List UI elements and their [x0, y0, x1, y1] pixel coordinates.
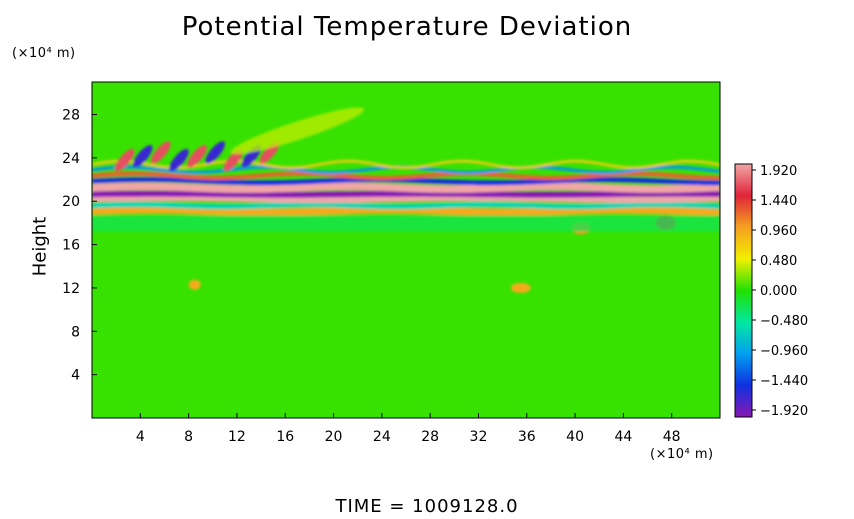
- x-tick-label: 12: [228, 429, 246, 445]
- field-band: [92, 182, 720, 193]
- colorbar-tick-label: 0.960: [760, 224, 797, 239]
- field-band: [92, 171, 720, 181]
- time-label: TIME = 1009128.0: [335, 496, 519, 517]
- wave-crest: [205, 141, 225, 164]
- field-band: [92, 165, 720, 175]
- wave-crest: [151, 141, 171, 164]
- colorbar-tick-label: −1.440: [760, 374, 808, 389]
- wave-crest: [223, 148, 244, 172]
- x-tick-label: 32: [470, 429, 488, 445]
- upper-plume: [230, 107, 364, 155]
- cool-layer: [92, 215, 720, 232]
- wave-crest: [169, 148, 189, 172]
- colorbar-tick-label: 0.480: [760, 254, 797, 269]
- y-axis-unit: (×10⁴ m): [12, 46, 76, 61]
- x-tick-label: 16: [276, 429, 294, 445]
- wave-crest: [114, 148, 135, 172]
- field-background: [92, 82, 720, 418]
- warm-blob: [188, 279, 201, 290]
- x-tick-label: 20: [325, 429, 343, 445]
- colorbar-tick-label: 1.920: [760, 164, 797, 179]
- x-tick-label: 28: [421, 429, 439, 445]
- y-tick-label: 4: [71, 368, 80, 384]
- x-axis-unit: (×10⁴ m): [650, 447, 714, 462]
- wave-crest: [132, 145, 153, 168]
- plot-frame: [91, 81, 721, 419]
- x-tick-label: 8: [184, 429, 193, 445]
- y-tick-label: 12: [62, 281, 80, 297]
- x-tick-label: 24: [373, 429, 391, 445]
- y-tick-label: 28: [62, 108, 80, 124]
- colorbar: [734, 163, 753, 418]
- colorbar-tick-label: −1.920: [760, 404, 808, 419]
- y-tick-label: 16: [62, 238, 80, 254]
- x-tick-label: 4: [136, 429, 145, 445]
- colorbar-tick-label: −0.960: [760, 344, 808, 359]
- y-tick-label: 8: [71, 324, 80, 340]
- y-tick-label: 24: [62, 151, 80, 167]
- y-tick-label: 20: [62, 194, 80, 210]
- colorbar-tick-label: 0.000: [760, 284, 797, 299]
- x-tick-label: 44: [614, 429, 632, 445]
- colorbar-tick-label: −0.480: [760, 314, 808, 329]
- chart-title: Potential Temperature Deviation: [181, 12, 633, 42]
- warm-blob: [510, 282, 531, 293]
- wave-crest: [187, 145, 207, 168]
- x-tick-label: 40: [566, 429, 584, 445]
- colorbar-tick-label: 1.440: [760, 194, 797, 209]
- field-band: [92, 201, 720, 210]
- x-tick-label: 36: [518, 429, 536, 445]
- x-tick-label: 48: [663, 429, 681, 445]
